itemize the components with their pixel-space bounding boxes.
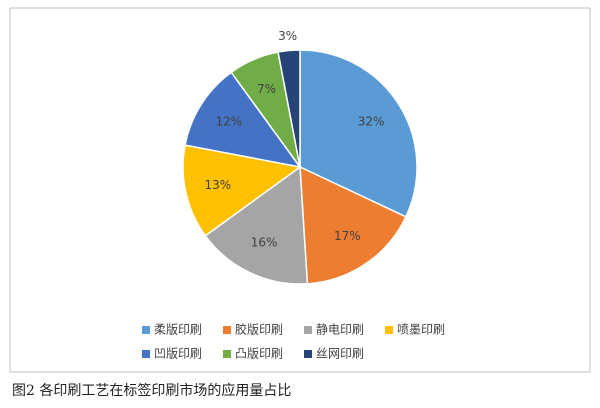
legend-swatch [223, 326, 231, 334]
value-label: 16% [251, 236, 278, 250]
legend-swatch [385, 326, 393, 334]
pie-slice [182, 144, 302, 237]
value-label: 3% [278, 29, 297, 43]
legend-swatch [304, 350, 312, 358]
legend-swatch [304, 326, 312, 334]
pie-slice [184, 71, 302, 169]
legend-label: 凹版印刷 [154, 347, 202, 361]
pie-slice [204, 165, 309, 285]
value-label: 12% [216, 114, 243, 128]
legend-label: 胶版印刷 [235, 322, 283, 337]
legend-label: 喷墨印刷 [397, 323, 445, 337]
value-label: 17% [334, 229, 361, 243]
value-label: 13% [204, 178, 231, 192]
legend-label: 丝网印刷 [316, 347, 364, 361]
pie-slice [277, 49, 301, 168]
caption: 图2 各印刷工艺在标签印刷市场的应用量占比 [12, 382, 291, 399]
legend-swatch [142, 326, 150, 334]
pie-slice [299, 49, 418, 218]
value-label: 7% [257, 82, 276, 96]
legend-label: 柔版印刷 [154, 323, 202, 337]
legend-label: 凸版印刷 [235, 347, 283, 361]
pie-slice [299, 165, 407, 285]
value-label: 32% [358, 114, 385, 128]
legend-swatch [142, 350, 150, 358]
legend-swatch [223, 350, 231, 358]
legend-label: 静电印刷 [316, 323, 364, 337]
